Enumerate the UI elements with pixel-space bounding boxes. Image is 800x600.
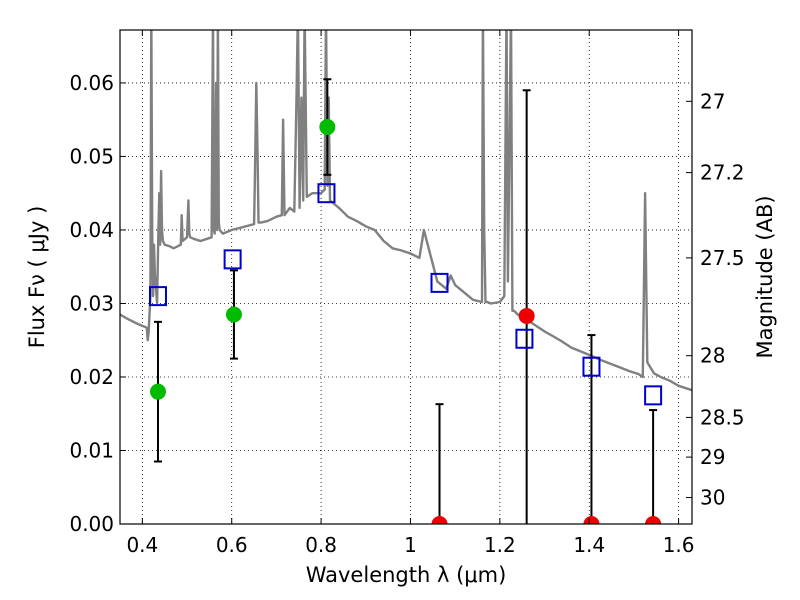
axis-ticks: 0.4 0.6 0.8 1 1.2 1.4 1.6 0.00 0.01 0.02 0.03 0.04 0… (69, 30, 745, 557)
detection-point (225, 306, 242, 323)
y2-tick-label: 27.5 (700, 246, 745, 270)
x-tick-label: 0.6 (216, 533, 248, 557)
y2-tick-label: 27 (700, 89, 725, 113)
model-photometry-point (148, 286, 167, 307)
y-tick-label: 0.01 (69, 438, 114, 462)
x-tick-label: 1 (404, 533, 417, 557)
y2-tick-label: 29 (700, 445, 725, 469)
non-detection-point (431, 516, 448, 524)
detection-point (319, 119, 336, 136)
x-tick-label: 1.6 (663, 533, 695, 557)
model-photometry-point (223, 249, 242, 270)
y-tick-label: 0.05 (69, 144, 114, 168)
y-tick-label: 0.06 (69, 71, 114, 95)
y-tick-label: 0.00 (69, 512, 114, 536)
y-tick-label: 0.02 (69, 365, 114, 389)
y-tick-label: 0.03 (69, 291, 114, 315)
y-tick-label: 0.04 (69, 218, 114, 242)
non-detection-point (645, 516, 662, 524)
non-detection-point (583, 516, 600, 524)
model-photometry-point (430, 272, 449, 293)
plot-frame (119, 29, 693, 525)
detection-point (149, 383, 166, 400)
model-photometry-point (582, 356, 601, 377)
plot-area (120, 30, 692, 524)
x-tick-label: 0.8 (305, 533, 337, 557)
x-tick-label: 1.2 (484, 533, 516, 557)
model-photometry-point (317, 183, 336, 204)
y2-tick-label: 27.2 (700, 161, 745, 185)
model-photometry-point (644, 385, 663, 406)
y2-axis-label: Magnitude (AB) (753, 195, 777, 358)
x-tick-label: 1.4 (573, 533, 605, 557)
y-axis-label: Flux Fν ( μJy ) (25, 206, 49, 349)
y2-tick-label: 28 (700, 344, 725, 368)
y2-tick-label: 28.5 (700, 405, 745, 429)
y2-tick-label: 30 (700, 486, 725, 510)
model-photometry-point (515, 328, 534, 349)
x-axis-label: Wavelength λ (μm) (306, 563, 507, 587)
x-tick-label: 0.4 (126, 533, 158, 557)
non-detection-point (518, 307, 535, 324)
